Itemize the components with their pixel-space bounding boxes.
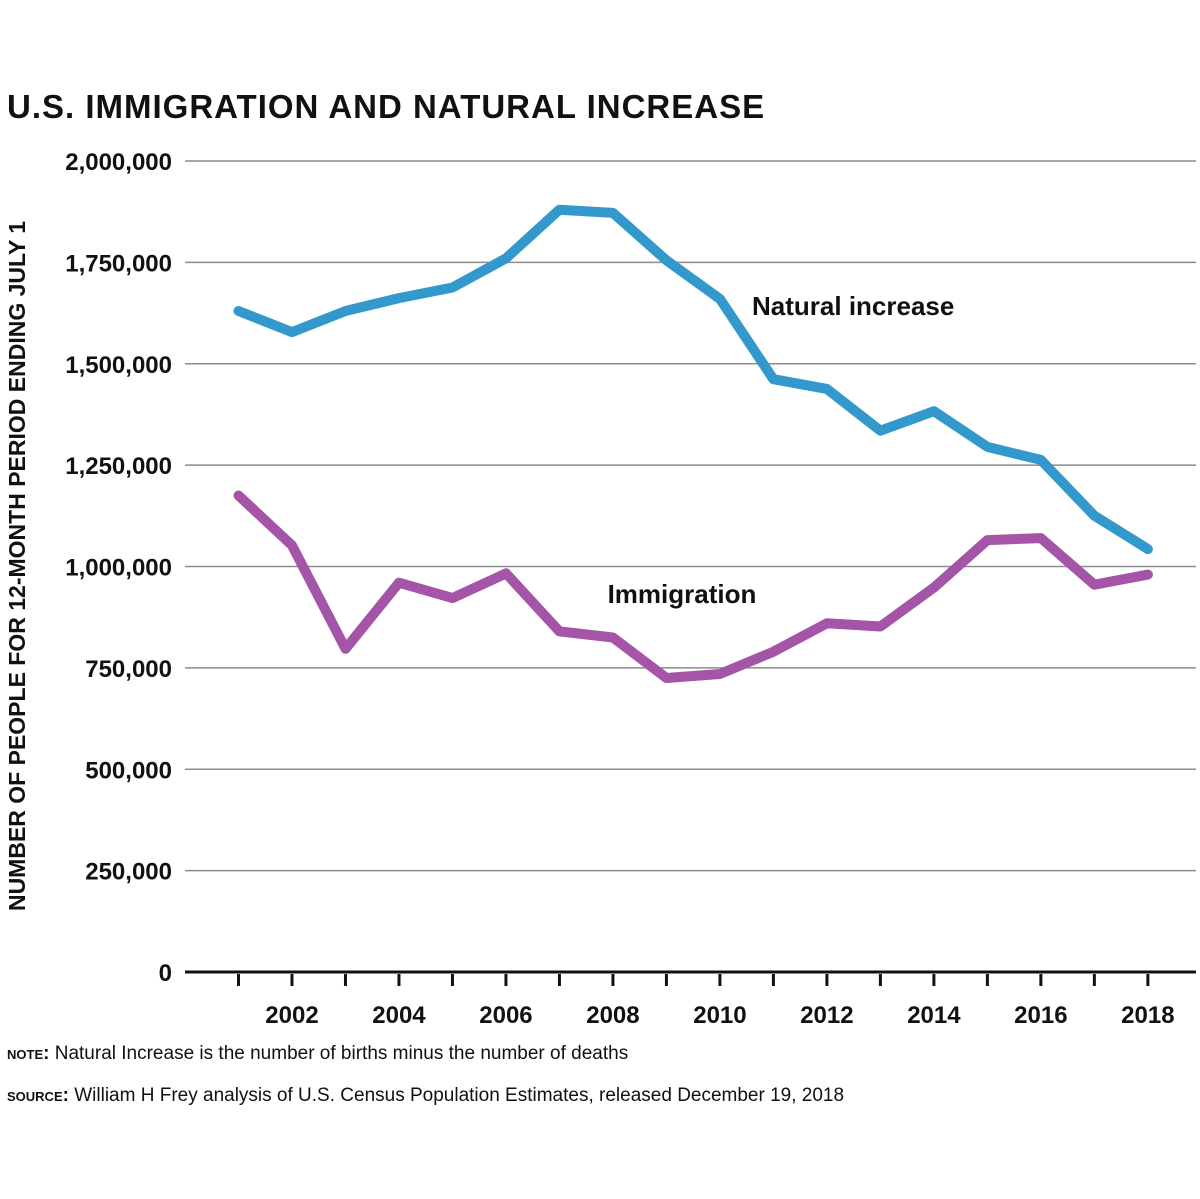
- x-tick-label: 2002: [265, 1002, 318, 1029]
- y-tick-label: 750,000: [85, 656, 172, 683]
- y-tick-label: 0: [159, 960, 172, 987]
- y-axis-tick-labels: 0 250,000 500,000 750,000 1,000,000 1,250,000…: [65, 149, 172, 987]
- source-key: SOURCE:: [7, 1085, 69, 1106]
- y-tick-label: 1,750,000: [65, 250, 172, 277]
- note-key: NOTE:: [7, 1043, 50, 1064]
- source-text: William H Frey analysis of U.S. Census P…: [74, 1085, 845, 1106]
- x-tick-label: 2008: [586, 1002, 639, 1029]
- y-axis-label: NUMBER OF PEOPLE FOR 12-MONTH PERIOD END…: [4, 221, 30, 911]
- y-tick-label: 500,000: [85, 757, 172, 784]
- x-tick-label: 2006: [479, 1002, 532, 1029]
- x-tick-label: 2018: [1121, 1002, 1174, 1029]
- chart-title: U.S. IMMIGRATION AND NATURAL INCREASE: [7, 88, 766, 125]
- x-tick-label: 2012: [800, 1002, 853, 1029]
- y-tick-label: 1,500,000: [65, 352, 172, 379]
- series-line-natural-increase: [233, 204, 1153, 555]
- x-tick-label: 2010: [693, 1002, 746, 1029]
- x-axis-tick-labels: 2002 2004 2006 2008 2010 2012 2014 2016 2018: [265, 1002, 1174, 1029]
- series-label-natural-increase: Natural increase: [752, 291, 954, 321]
- x-axis: [185, 970, 1196, 986]
- note-footnote: NOTE: Natural Increase is the number of …: [7, 1043, 628, 1065]
- series-labels: Natural increase Immigration: [608, 291, 955, 609]
- grid-lines: [185, 160, 1196, 872]
- series-label-immigration: Immigration: [608, 579, 757, 609]
- note-text: Natural Increase is the number of births…: [54, 1043, 629, 1064]
- x-tick-label: 2014: [907, 1002, 961, 1029]
- y-tick-label: 1,250,000: [65, 453, 172, 480]
- y-tick-label: 250,000: [85, 859, 172, 886]
- x-tick-label: 2004: [372, 1002, 426, 1029]
- y-tick-label: 1,000,000: [65, 555, 172, 582]
- y-tick-label: 2,000,000: [65, 149, 172, 176]
- x-tick-label: 2016: [1014, 1002, 1067, 1029]
- source-footnote: SOURCE: William H Frey analysis of U.S. …: [7, 1085, 844, 1107]
- series-lines: [233, 204, 1153, 683]
- series-line-immigration: [233, 490, 1153, 683]
